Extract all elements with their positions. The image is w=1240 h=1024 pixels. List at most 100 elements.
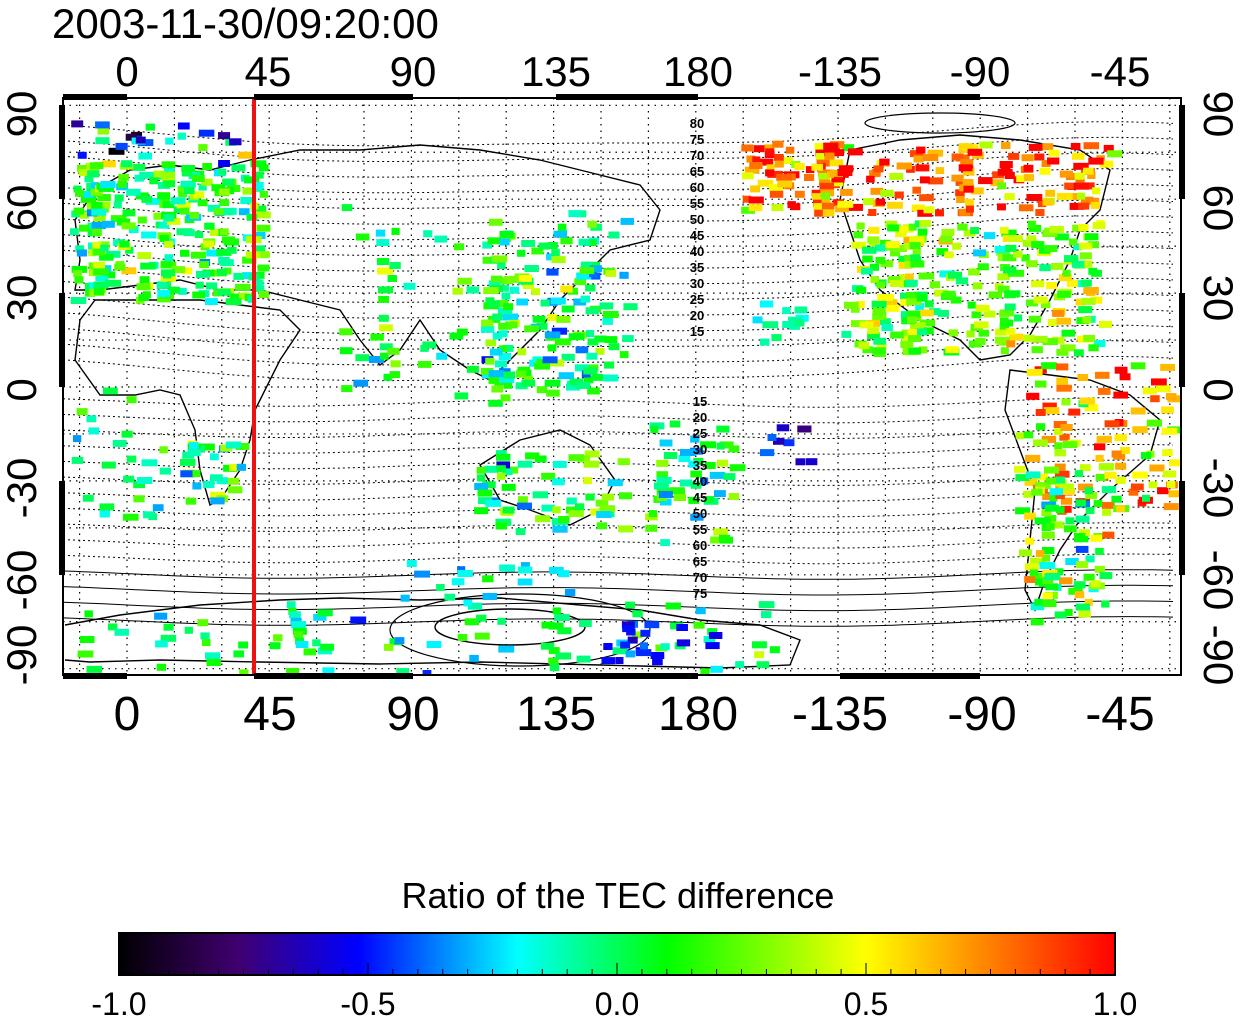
data-pixel: [1034, 598, 1044, 606]
data-pixel: [195, 270, 211, 278]
data-pixel: [136, 477, 153, 484]
data-pixel: [880, 239, 891, 247]
data-pixel: [154, 612, 168, 620]
data-pixel: [782, 307, 791, 315]
data-pixel: [1078, 529, 1090, 537]
data-pixel: [601, 657, 615, 665]
data-pixel: [1066, 280, 1078, 287]
contour-line: [63, 490, 1174, 502]
data-pixel: [794, 190, 805, 198]
data-pixel: [1087, 241, 1099, 249]
data-pixel: [1083, 167, 1094, 175]
lon-tick-label: -45: [1090, 48, 1151, 95]
data-pixel: [858, 342, 870, 350]
data-pixel: [1165, 393, 1177, 401]
data-pixel: [1042, 338, 1058, 346]
data-pixel: [180, 458, 196, 466]
data-pixel: [387, 347, 400, 355]
data-pixel: [1062, 269, 1071, 277]
data-pixel: [1101, 486, 1116, 494]
data-pixel: [423, 230, 433, 238]
data-pixel: [919, 176, 930, 184]
lon-tick-label: -90: [947, 688, 1016, 741]
data-pixel: [476, 466, 486, 474]
data-pixel: [457, 277, 472, 285]
data-pixel: [705, 496, 715, 504]
data-pixel: [1045, 504, 1059, 512]
data-pixel: [1064, 255, 1079, 263]
data-pixel: [881, 324, 893, 332]
data-pixel: [673, 494, 686, 501]
data-pixel: [886, 304, 900, 312]
lon-tick-label: 180: [663, 48, 733, 95]
data-pixel: [660, 539, 670, 547]
data-pixel: [122, 209, 136, 217]
data-pixel: [99, 253, 114, 261]
data-pixel: [898, 255, 908, 263]
data-pixel: [561, 305, 575, 313]
data-pixel: [1132, 471, 1148, 479]
data-pixel: [1113, 391, 1129, 399]
axis-bar: [556, 673, 698, 679]
axis-bar: [254, 673, 413, 679]
data-pixel: [1061, 488, 1075, 495]
data-pixel: [183, 187, 195, 194]
data-pixel: [716, 442, 725, 450]
data-pixel: [893, 244, 908, 252]
data-pixel: [575, 503, 585, 511]
data-pixel: [141, 459, 158, 467]
data-pixel: [1056, 384, 1072, 392]
data-pixel: [1148, 481, 1158, 489]
contour-line: [63, 428, 1174, 439]
data-pixel: [177, 122, 190, 130]
data-pixel: [1034, 153, 1045, 161]
data-pixel: [192, 291, 206, 299]
data-pixel: [960, 159, 974, 167]
data-pixel: [75, 189, 85, 197]
data-pixel: [233, 650, 245, 658]
data-pixel: [1083, 334, 1096, 342]
data-pixel: [911, 204, 925, 212]
lon-tick-label: 90: [390, 48, 437, 95]
data-pixel: [851, 320, 867, 328]
data-pixel: [1114, 366, 1128, 374]
data-pixel: [1065, 517, 1075, 525]
data-pixel: [136, 283, 151, 291]
data-pixel: [1111, 495, 1122, 503]
data-pixel: [690, 513, 704, 521]
data-pixel: [160, 634, 177, 642]
data-pixel: [161, 260, 173, 268]
colorbar-tick-label: -1.0: [91, 986, 146, 1022]
data-pixel: [189, 211, 199, 219]
data-pixel: [906, 310, 922, 318]
data-pixel: [160, 171, 176, 179]
data-pixel: [549, 664, 560, 672]
data-pixel: [710, 665, 723, 673]
data-pixel: [1015, 432, 1024, 440]
data-pixel: [161, 269, 176, 277]
data-pixel: [862, 255, 873, 263]
data-pixel: [829, 169, 843, 177]
data-pixel: [206, 282, 218, 290]
data-pixel: [1004, 303, 1016, 311]
data-pixel: [379, 343, 393, 351]
axis-bar: [63, 94, 127, 100]
data-pixel: [867, 327, 880, 335]
data-pixel: [93, 281, 109, 289]
data-pixel: [880, 260, 894, 268]
data-pixel: [742, 195, 752, 203]
data-pixel: [377, 267, 394, 275]
data-pixel: [1056, 377, 1069, 385]
data-pixel: [676, 639, 691, 647]
data-pixel: [1064, 525, 1077, 533]
data-pixel: [824, 152, 835, 160]
data-pixel: [495, 518, 512, 526]
data-pixel: [223, 178, 235, 186]
data-pixel: [590, 508, 601, 516]
data-pixel: [353, 379, 369, 387]
data-pixel: [218, 160, 230, 167]
data-pixel: [1055, 506, 1065, 514]
data-pixel: [896, 162, 912, 170]
data-pixel: [591, 373, 604, 381]
data-pixel: [499, 238, 510, 246]
